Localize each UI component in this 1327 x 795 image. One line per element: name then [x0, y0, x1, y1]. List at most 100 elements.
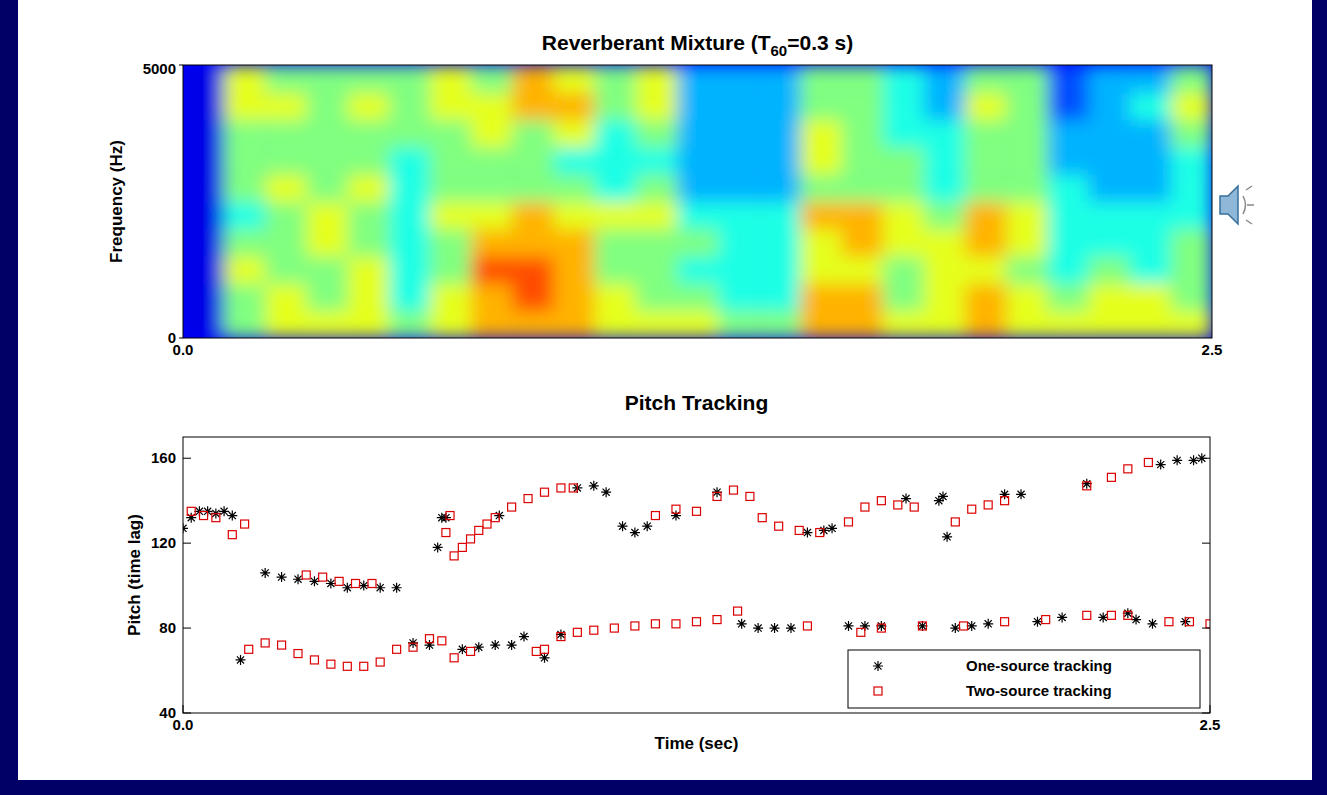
cell — [1130, 147, 1172, 175]
marker-star — [227, 511, 237, 521]
cell — [883, 147, 925, 175]
cell — [759, 92, 801, 120]
cell — [1171, 229, 1212, 257]
cell — [430, 229, 472, 257]
cell — [512, 92, 554, 120]
marker-square — [409, 643, 417, 651]
cell — [924, 147, 966, 175]
cell — [430, 65, 472, 93]
cell — [677, 65, 719, 93]
frame — [183, 437, 1210, 713]
marker-square — [861, 503, 869, 511]
cell — [677, 202, 719, 230]
y-tick — [1202, 458, 1210, 459]
cell — [553, 65, 595, 93]
cell — [389, 65, 431, 93]
cell — [924, 120, 966, 148]
cell — [677, 256, 719, 284]
marker-square — [376, 658, 384, 666]
cell — [842, 120, 884, 148]
marker-square — [294, 650, 302, 658]
points — [183, 453, 1210, 670]
cell — [842, 147, 884, 175]
cell — [924, 229, 966, 257]
marker-star — [540, 653, 550, 663]
cell — [1089, 120, 1131, 148]
marker-square — [557, 633, 565, 641]
cell — [1006, 311, 1048, 338]
cell — [965, 147, 1007, 175]
cell — [883, 283, 925, 311]
cell — [965, 120, 1007, 148]
cell — [1130, 311, 1172, 338]
cell — [1047, 229, 1089, 257]
cell — [677, 311, 719, 338]
y-tick — [1202, 713, 1210, 714]
cell — [1047, 174, 1089, 202]
cell — [924, 202, 966, 230]
marker-star — [183, 523, 188, 533]
marker-square — [360, 662, 368, 670]
marker-square — [877, 624, 885, 632]
series — [187, 458, 1210, 670]
marker-star — [1189, 455, 1199, 465]
marker-square — [894, 501, 902, 509]
cell — [965, 256, 1007, 284]
x-tick — [183, 705, 184, 713]
cell — [306, 65, 348, 93]
plot-ground — [183, 437, 1210, 713]
marker-star — [507, 640, 517, 650]
marker-square — [438, 637, 446, 645]
cell — [1130, 120, 1172, 148]
cell — [636, 256, 678, 284]
x-tick-label: 0.0 — [173, 341, 194, 358]
cell — [842, 311, 884, 338]
cell — [224, 229, 266, 257]
cell — [183, 283, 225, 311]
cell — [759, 256, 801, 284]
cell — [265, 174, 307, 202]
cell — [842, 65, 884, 93]
marker-star — [843, 621, 853, 631]
cell — [430, 174, 472, 202]
cell — [800, 92, 842, 120]
marker-star — [873, 661, 883, 671]
cell — [759, 311, 801, 338]
cell — [471, 120, 513, 148]
cell — [595, 311, 637, 338]
marker-square — [1185, 618, 1193, 626]
marker-star — [827, 523, 837, 533]
marker-star — [942, 532, 952, 542]
cell — [471, 229, 513, 257]
cell — [183, 147, 225, 175]
marker-square — [327, 660, 335, 668]
cell — [842, 283, 884, 311]
cell — [718, 65, 760, 93]
marker-star — [1057, 612, 1067, 622]
cell — [389, 174, 431, 202]
cell — [183, 120, 225, 148]
cell — [800, 283, 842, 311]
cell — [430, 311, 472, 338]
marker-square — [651, 512, 659, 520]
cell — [1130, 92, 1172, 120]
cell — [306, 202, 348, 230]
cell — [224, 256, 266, 284]
cell — [389, 311, 431, 338]
cell — [183, 202, 225, 230]
marker-square — [475, 526, 483, 534]
marker-square — [278, 641, 286, 649]
cell — [595, 202, 637, 230]
marker-star — [630, 528, 640, 538]
cell — [1089, 283, 1131, 311]
cell — [924, 283, 966, 311]
marker-star — [917, 621, 927, 631]
marker-star — [983, 619, 993, 629]
cell — [759, 202, 801, 230]
marker-square — [1124, 611, 1132, 619]
marker-star — [309, 576, 319, 586]
marker-square — [746, 492, 754, 500]
cell — [224, 283, 266, 311]
cell — [306, 283, 348, 311]
marker-star — [1131, 615, 1141, 625]
